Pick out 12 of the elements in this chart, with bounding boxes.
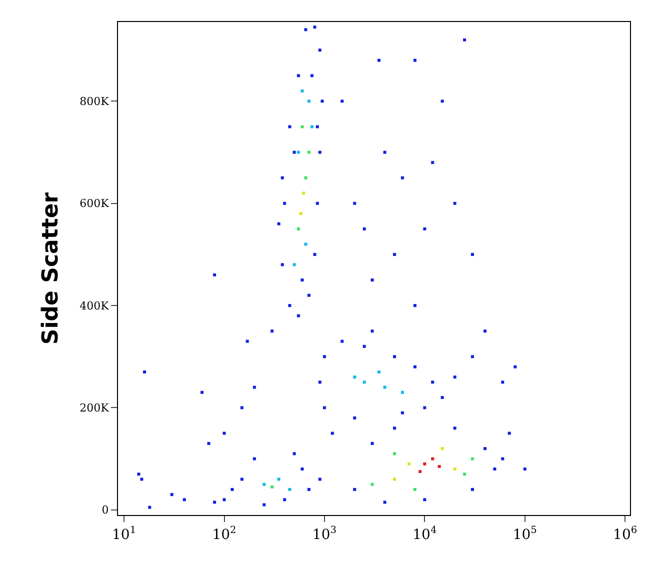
y-tick-label: 200K (80, 402, 110, 415)
y-axis-title: Side Scatter (38, 192, 64, 345)
y-tick-label: 0 (102, 504, 109, 517)
x-tick-label: 10$^{3}$ (312, 524, 336, 543)
x-tick-label: 10$^{4}$ (412, 524, 437, 543)
y-tick-label: 800K (80, 95, 110, 108)
x-tick-label: 10$^{5}$ (512, 524, 537, 543)
y-tick-label: 600K (80, 197, 110, 210)
x-tick-label: 10$^{1}$ (112, 524, 136, 543)
y-tick-label: 400K (80, 299, 110, 312)
x-tick-label: 10$^{6}$ (613, 524, 638, 543)
x-tick-label: 10$^{2}$ (212, 524, 236, 543)
